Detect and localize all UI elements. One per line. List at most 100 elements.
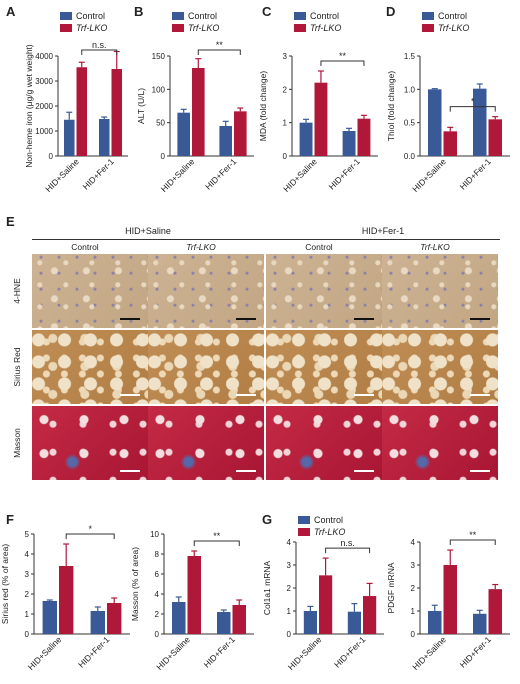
y-tick-label: 1000 <box>35 127 53 136</box>
y-tick-label: 0 <box>287 630 292 639</box>
bar-trf <box>111 69 122 156</box>
significance-bracket <box>449 539 496 546</box>
row-label-masson: Masson <box>12 428 22 458</box>
y-tick-label: 4 <box>287 538 292 547</box>
histology-image <box>32 406 148 480</box>
y-tick-label: 100 <box>152 85 166 94</box>
bar-control <box>90 611 105 634</box>
significance-bracket <box>320 60 365 66</box>
significance-bracket <box>197 49 241 55</box>
x-tick-label: HID+Fer-1 <box>202 634 237 669</box>
y-tick-label: 150 <box>152 52 166 61</box>
scale-bar <box>470 318 490 320</box>
scale-bar <box>120 394 140 396</box>
bar-control <box>42 601 57 634</box>
bar-control <box>303 611 317 634</box>
y-tick-label: 8 <box>155 550 160 559</box>
bar-trf <box>488 589 502 634</box>
histology-image <box>266 254 382 328</box>
group-line <box>32 239 500 240</box>
bar-control <box>172 602 186 634</box>
legend-swatch-trf <box>294 24 306 32</box>
histology-image <box>266 330 382 404</box>
bar-trf <box>357 118 371 156</box>
y-tick-label: 1.5 <box>404 52 416 61</box>
y-tick-label: 4000 <box>35 52 53 61</box>
bar-trf <box>363 596 377 634</box>
bar-control <box>64 119 75 156</box>
bar-control <box>342 131 356 156</box>
y-tick-label: 2000 <box>35 102 53 111</box>
col-label-4: Trf-LKO <box>420 242 450 252</box>
bar-trf <box>488 119 502 156</box>
y-axis-label: PDGF mRNA <box>386 562 396 613</box>
legend-swatch-control <box>294 12 306 20</box>
scale-bar <box>470 394 490 396</box>
bar-trf <box>234 111 247 156</box>
bar-control <box>99 119 110 156</box>
x-tick-label: HID+Fer-1 <box>332 634 367 669</box>
y-tick-label: 0.5 <box>404 119 416 128</box>
chart-f1-sirius: 0 1 2 3 4 5 Sirius red (% of area) HID+Saline HI… <box>0 524 130 672</box>
scale-bar <box>354 394 374 396</box>
col-label-3: Control <box>305 242 333 252</box>
y-tick-label: 3000 <box>35 77 53 86</box>
legend-label-trf: Trf-LKO <box>310 23 341 33</box>
bar-trf <box>232 605 246 634</box>
y-tick-label: 0.0 <box>404 152 416 161</box>
y-tick-label: 3 <box>411 561 416 570</box>
legend-swatch-control <box>422 12 434 20</box>
y-tick-label: 5 <box>25 530 30 539</box>
scale-bar <box>354 470 374 472</box>
significance-bracket <box>65 533 115 539</box>
x-tick-label: HID+Saline <box>26 634 64 672</box>
y-tick-label: 1 <box>25 610 30 619</box>
row-label-sirius-red: Sirius Red <box>12 347 22 387</box>
group-label-saline: HID+Saline <box>125 226 171 236</box>
y-tick-label: 2 <box>283 85 288 94</box>
x-tick-label: HID+Saline <box>286 634 324 672</box>
panel-letter-c: C <box>262 4 272 19</box>
histology-image <box>32 330 148 404</box>
scale-bar <box>236 394 256 396</box>
legend-swatch-control <box>172 12 184 20</box>
group-label-fer1: HID+Fer-1 <box>361 226 405 236</box>
x-tick-label: HID+Saline <box>281 156 319 194</box>
scale-bar <box>470 470 490 472</box>
histology-image <box>148 330 264 404</box>
y-tick-label: 1 <box>283 119 288 128</box>
y-tick-label: 3 <box>25 570 30 579</box>
panel-letter-g: G <box>262 512 273 527</box>
bar-trf <box>107 603 122 634</box>
scale-bar <box>120 318 140 320</box>
bar-trf <box>192 68 205 156</box>
histology-image <box>382 406 498 480</box>
panel-letter-b: B <box>134 4 144 19</box>
panel-letter-a: A <box>6 4 16 19</box>
legend-swatch-trf <box>298 528 310 536</box>
y-tick-label: 6 <box>155 570 160 579</box>
y-tick-label: 1 <box>411 607 416 616</box>
bar-trf <box>314 82 328 156</box>
bar-control <box>473 613 487 634</box>
x-tick-label: HID+Saline <box>154 634 192 672</box>
histology-image <box>32 254 148 328</box>
legend-swatch-control <box>60 12 72 20</box>
significance-bracket <box>193 540 240 546</box>
y-tick-label: 10 <box>150 530 159 539</box>
significance-label: ** <box>339 51 347 61</box>
y-tick-label: 1 <box>287 607 292 616</box>
x-tick-label: HID+Fer-1 <box>458 156 493 191</box>
histology-image <box>382 330 498 404</box>
y-tick-label: 4 <box>25 550 30 559</box>
legend-swatch-trf <box>422 24 434 32</box>
y-tick-label: 3 <box>283 52 288 61</box>
significance-label: * <box>88 524 92 534</box>
legend-label-control: Control <box>314 515 343 525</box>
bar-control <box>177 112 190 156</box>
y-tick-label: 0 <box>411 630 416 639</box>
y-tick-label: 0 <box>25 630 30 639</box>
x-tick-label: HID+Fer-1 <box>81 156 116 191</box>
y-axis-label: Sirius red (% of area) <box>0 544 10 624</box>
significance-label: ** <box>216 40 224 50</box>
